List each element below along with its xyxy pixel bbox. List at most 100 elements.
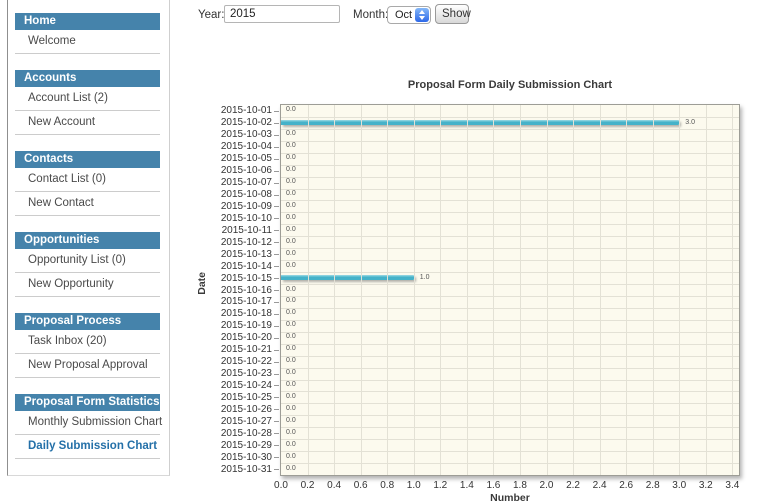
zero-value-label: 0.0	[286, 357, 296, 365]
v-gridline	[705, 105, 707, 475]
v-gridline	[387, 105, 389, 475]
y-tick	[274, 290, 279, 291]
v-gridline	[440, 105, 442, 475]
x-tick-label: 1.4	[459, 480, 474, 491]
sidebar-item-new-opportunity[interactable]: New Opportunity	[15, 273, 160, 297]
y-tick-label: 2015-10-06	[220, 165, 272, 177]
sidebar-item-account-list[interactable]: Account List (2)	[15, 87, 160, 111]
x-tick-label: 0.0	[274, 480, 288, 491]
y-tick-label: 2015-10-03	[220, 129, 272, 141]
sidebar-item-daily-submission-chart[interactable]: Daily Submission Chart	[15, 435, 160, 459]
sidebar-item-monthly-submission-chart[interactable]: Monthly Submission Chart	[15, 411, 162, 435]
y-tick	[274, 170, 279, 172]
h-gridline	[281, 307, 739, 309]
sidebar-header-home: Home	[15, 13, 160, 30]
y-tick-label: 2015-10-10	[220, 212, 272, 224]
sidebar-section-opportunities: Opportunities Opportunity List (0) New O…	[8, 232, 169, 297]
zero-value-label: 0.0	[286, 369, 296, 377]
x-tick-label: 0.6	[353, 480, 368, 491]
y-tick	[274, 266, 279, 268]
x-tick-label: 3.0	[672, 480, 687, 491]
sidebar-item-new-contact[interactable]: New Contact	[15, 192, 160, 216]
zero-value-label: 0.0	[286, 225, 296, 233]
bar	[281, 119, 680, 125]
v-gridline	[466, 105, 468, 475]
y-tick-label: 2015-10-19	[220, 320, 272, 332]
y-tick-label: 2015-10-04	[220, 141, 272, 153]
h-gridline	[281, 391, 739, 393]
zero-value-label: 0.0	[286, 178, 296, 186]
sidebar-item-new-account[interactable]: New Account	[15, 111, 160, 135]
y-tick	[274, 242, 279, 244]
year-input[interactable]	[224, 5, 340, 23]
y-tick	[274, 301, 279, 303]
zero-value-label: 0.0	[286, 380, 296, 388]
y-tick-label: 2015-10-26	[220, 403, 272, 415]
h-gridline	[281, 379, 739, 381]
y-tick-label: 2015-10-20	[220, 332, 272, 344]
y-tick	[274, 218, 279, 220]
sidebar-header-contacts: Contacts	[15, 151, 160, 168]
h-gridline	[281, 343, 739, 345]
h-gridline	[281, 463, 739, 465]
y-tick	[274, 337, 279, 339]
y-tick-label: 2015-10-05	[220, 153, 272, 165]
month-label: Month:	[353, 9, 389, 21]
h-gridline	[281, 152, 739, 154]
y-tick	[274, 206, 279, 208]
y-tick	[274, 445, 279, 447]
zero-value-label: 0.0	[286, 452, 296, 460]
h-gridline	[281, 319, 739, 321]
sidebar-item-task-inbox[interactable]: Task Inbox (20)	[15, 330, 160, 354]
y-tick	[274, 373, 279, 375]
h-gridline	[281, 176, 739, 178]
y-tick	[274, 409, 279, 411]
sidebar-section-proposal-form-statistics: Proposal Form Statistics Monthly Submiss…	[8, 394, 169, 459]
chart-title: Proposal Form Daily Submission Chart	[407, 79, 613, 91]
x-tick-label: 2.2	[566, 480, 580, 491]
x-tick-label: 2.8	[645, 480, 660, 491]
y-tick-label: 2015-10-31	[220, 463, 272, 475]
v-gridline	[334, 105, 336, 475]
h-gridline	[281, 164, 739, 166]
v-gridline	[573, 105, 575, 475]
sidebar-item-new-proposal-approval[interactable]: New Proposal Approval	[15, 354, 160, 378]
sidebar-header-proposal-process: Proposal Process	[15, 313, 160, 330]
zero-value-label: 0.0	[286, 321, 296, 329]
x-tick-label: 1.6	[486, 480, 501, 491]
y-tick-label: 2015-10-29	[220, 439, 272, 451]
sidebar-item-contact-list[interactable]: Contact List (0)	[15, 168, 160, 192]
h-gridline	[281, 331, 739, 333]
sidebar-item-opportunity-list[interactable]: Opportunity List (0)	[15, 249, 160, 273]
select-stepper-icon	[415, 8, 429, 22]
zero-value-label: 0.0	[286, 106, 296, 114]
zero-value-label: 0.0	[286, 333, 296, 341]
y-tick-label: 2015-10-08	[220, 189, 272, 201]
bar	[281, 275, 414, 281]
month-select[interactable]: Oct	[387, 6, 431, 24]
y-tick-label: 2015-10-28	[220, 427, 272, 439]
bar-value-label: 1.0	[419, 274, 430, 282]
x-tick-label: 1.8	[513, 480, 527, 491]
sidebar-section-accounts: Accounts Account List (2) New Account	[8, 70, 169, 135]
h-gridline	[281, 427, 739, 429]
x-axis-title: Number	[490, 492, 530, 501]
toolbar: Year: Month: Oct Show	[0, 0, 767, 34]
y-tick-label: 2015-10-14	[220, 260, 272, 272]
sidebar-item-welcome[interactable]: Welcome	[15, 30, 160, 54]
v-gridline	[732, 105, 734, 475]
h-gridline	[281, 367, 739, 369]
y-tick-label: 2015-10-25	[220, 391, 272, 403]
y-tick	[274, 182, 279, 184]
show-button[interactable]: Show	[435, 4, 471, 24]
y-tick-label: 2015-10-22	[220, 356, 272, 368]
y-tick-label: 2015-10-11	[221, 224, 272, 236]
sidebar-section-home: Home Welcome	[8, 13, 169, 54]
bar-value-label: 3.0	[685, 118, 695, 126]
sidebar-section-contacts: Contacts Contact List (0) New Contact	[8, 151, 169, 216]
y-tick	[274, 397, 279, 399]
y-tick-label: 2015-10-18	[220, 308, 272, 320]
y-tick-label: 2015-10-16	[220, 284, 272, 296]
v-gridline	[519, 105, 521, 475]
